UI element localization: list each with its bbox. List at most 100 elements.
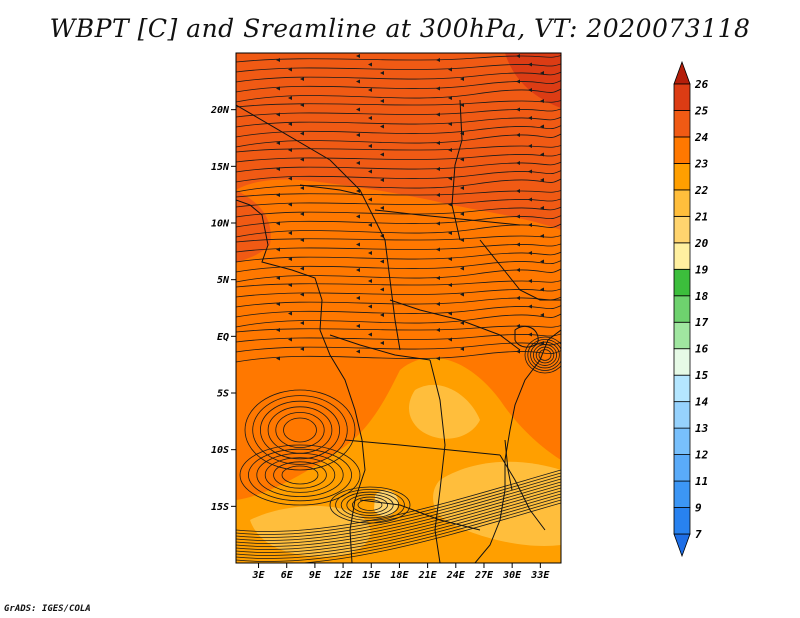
x-tick-label: 12E	[334, 570, 353, 581]
colorbar-label: 26	[694, 78, 709, 91]
streamline-arrow-39	[516, 133, 520, 137]
streamline-2	[236, 71, 561, 83]
field-region-21-southwest	[250, 505, 371, 557]
y-tick-label: 20N	[210, 105, 230, 116]
streamline-arrow-121	[356, 324, 360, 328]
coastline-west	[236, 199, 366, 563]
streamline-arrow-38	[436, 141, 440, 145]
streamline-arrow-53	[368, 169, 372, 174]
streamline-arrow-87	[516, 242, 520, 247]
streamline-arrow-49	[356, 161, 360, 165]
streamline-arrow-72	[276, 221, 280, 226]
border-a	[236, 104, 401, 351]
streamline-arrow-43	[528, 144, 532, 148]
colorbar: 7 9 11 12 13 14 15 16 17 18 19 20 21 22 23 24 25 26	[673, 60, 709, 558]
streamline-8	[236, 125, 561, 138]
streamline-loop-0-1	[247, 448, 352, 502]
streamline-arrow-105	[380, 287, 384, 292]
streamline-20	[236, 235, 561, 243]
streamline-arrow-28	[288, 122, 292, 126]
streamline-arrow-98	[436, 276, 440, 280]
streamline-arrow-32	[300, 131, 304, 136]
colorbar-label: 23	[694, 157, 709, 170]
colorbar-label: 9	[695, 502, 702, 515]
streamline-arrow-36	[276, 141, 280, 145]
streamline-25	[236, 280, 561, 288]
plot-frame	[235, 52, 562, 564]
streamline-arrow-128	[300, 347, 304, 351]
streamline-arrow-59	[540, 178, 544, 182]
streamline-arrow-131	[540, 341, 544, 345]
colorbar-segment	[673, 242, 691, 270]
streamline-arrow-66	[448, 202, 452, 207]
streamline-arrow-9	[380, 71, 384, 75]
colorbar-segment	[673, 401, 691, 429]
streamline-arrow-99	[516, 268, 520, 272]
colorbar-segment	[673, 189, 691, 217]
colorbar-segment	[673, 268, 691, 297]
colorbar-label: 13	[695, 422, 709, 435]
streamline-arrow-117	[380, 313, 384, 317]
streamline-arrow-107	[540, 287, 544, 292]
streamline-22	[236, 251, 561, 263]
streamline-arrow-115	[528, 304, 532, 309]
streamline-9	[236, 133, 561, 148]
streamline-arrow-35	[540, 124, 544, 129]
streamline-24	[236, 268, 561, 283]
y-tick-label: 15S	[211, 502, 229, 513]
streamline-arrow-134	[436, 356, 440, 361]
streamline-arrow-60	[276, 193, 280, 197]
streamline-arrow-133	[356, 349, 360, 354]
streamline-arrow-21	[380, 99, 384, 103]
chart-title: WBPT [C] and Sreamline at 300hPa, VT: 20…	[49, 14, 751, 43]
streamline-4	[236, 88, 561, 103]
streamline-arrow-18	[448, 96, 452, 100]
streamline-south-7	[236, 490, 561, 553]
streamline-arrow-7	[528, 62, 532, 67]
streamline-south-3	[236, 478, 561, 541]
streamline-loop-2-1	[252, 395, 348, 465]
streamline-arrow-104	[300, 292, 304, 297]
streamline-arrow-118	[460, 321, 464, 325]
streamline-arrow-74	[436, 221, 440, 226]
streamline-arrow-102	[448, 283, 452, 287]
streamline-loop-0-4	[273, 461, 327, 489]
border-h	[359, 499, 481, 531]
colorbar-label: 25	[694, 104, 709, 117]
coastline-east	[474, 329, 561, 563]
streamline-arrow-10	[460, 77, 464, 81]
streamline-loop-3-2	[530, 341, 560, 369]
streamline-arrow-90	[448, 257, 452, 261]
streamline-16	[236, 198, 561, 208]
streamline-arrow-82	[460, 238, 464, 242]
streamline-south-9	[236, 496, 561, 559]
streamline-loop-1-3	[346, 494, 394, 516]
streamline-arrow-58	[460, 186, 464, 190]
streamline-arrow-56	[300, 186, 304, 190]
streamline-18	[236, 215, 561, 228]
streamline-arrow-3	[516, 54, 520, 58]
streamline-arrow-79	[528, 223, 532, 227]
colorbar-segment	[673, 454, 691, 482]
streamline-arrow-16	[288, 96, 292, 100]
streamline-arrow-37	[356, 133, 360, 137]
streamline-arrow-94	[460, 266, 464, 271]
border-e	[389, 299, 521, 351]
streamline-arrow-93	[380, 259, 384, 264]
streamline-arrow-5	[368, 62, 372, 67]
streamline-arrow-126	[448, 337, 452, 342]
streamline-loop-3-0	[524, 336, 561, 374]
streamline-loop-2-2	[259, 400, 340, 460]
streamline-arrow-63	[516, 189, 520, 193]
streamline-arrow-78	[448, 231, 452, 235]
x-tick-label: 24E	[446, 570, 466, 581]
streamline-12	[236, 161, 561, 173]
streamline-arrow-73	[356, 214, 360, 219]
streamline-arrow-67	[528, 197, 532, 202]
streamline-loop-3-1	[527, 339, 561, 371]
streamline-arrow-124	[288, 337, 292, 342]
field-region-24-west	[236, 190, 271, 262]
streamline-arrow-50	[436, 167, 440, 171]
colorbar-segment	[673, 295, 691, 323]
streamline-arrow-61	[356, 189, 360, 193]
